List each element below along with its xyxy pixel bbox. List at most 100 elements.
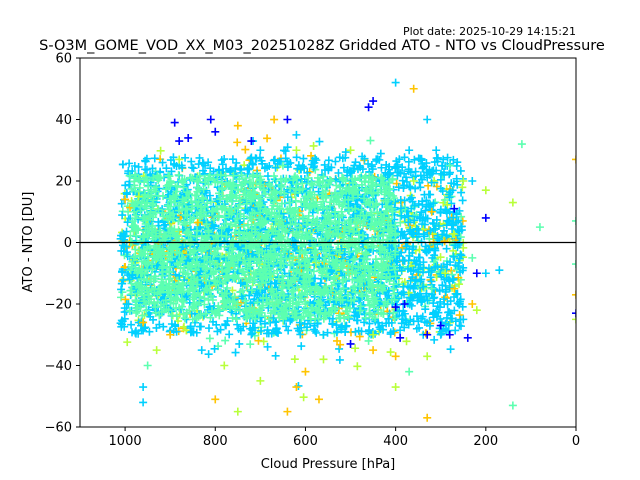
y-tick-label: 60 xyxy=(55,52,72,67)
data-point xyxy=(445,161,454,170)
data-point xyxy=(147,228,156,237)
data-point xyxy=(379,301,388,310)
data-point xyxy=(367,162,376,171)
data-point xyxy=(406,183,415,192)
data-point xyxy=(455,311,464,320)
data-point xyxy=(394,168,403,177)
data-point xyxy=(323,212,332,221)
data-point xyxy=(236,288,245,297)
data-point xyxy=(181,220,190,229)
data-point xyxy=(188,293,197,302)
data-point xyxy=(311,154,320,163)
data-point xyxy=(201,161,210,170)
data-point xyxy=(242,174,251,183)
data-point xyxy=(195,322,204,331)
data-point xyxy=(145,327,154,336)
data-point xyxy=(328,319,337,328)
data-point xyxy=(307,179,316,188)
data-point xyxy=(306,298,315,307)
data-point xyxy=(167,240,176,249)
data-point xyxy=(253,298,262,307)
data-point xyxy=(442,206,451,215)
data-point xyxy=(118,160,127,169)
data-point xyxy=(210,276,219,285)
plot-date-subtitle: Plot date: 2025-10-29 14:15:21 xyxy=(403,25,576,38)
data-point xyxy=(436,208,445,217)
data-point xyxy=(322,269,331,278)
data-point xyxy=(135,251,144,260)
data-point xyxy=(247,153,256,162)
data-point xyxy=(395,306,404,315)
data-point xyxy=(291,172,300,181)
data-point xyxy=(407,301,416,310)
data-point xyxy=(264,230,273,239)
data-point xyxy=(216,170,225,179)
data-point xyxy=(187,263,196,272)
data-point xyxy=(354,235,363,244)
data-point xyxy=(299,154,308,163)
data-point xyxy=(285,294,294,303)
data-point xyxy=(382,274,391,283)
data-point xyxy=(150,154,159,163)
data-point xyxy=(449,240,458,249)
data-point xyxy=(361,264,370,273)
data-point xyxy=(443,260,452,269)
data-point xyxy=(241,296,250,305)
data-point xyxy=(418,200,427,209)
data-point xyxy=(230,228,239,237)
data-point xyxy=(120,314,129,323)
data-point xyxy=(180,314,189,323)
data-point xyxy=(448,219,457,228)
data-point xyxy=(324,308,333,317)
data-point xyxy=(131,170,140,179)
data-point xyxy=(383,203,392,212)
data-point xyxy=(276,296,285,305)
data-point xyxy=(373,236,382,245)
data-point xyxy=(248,311,257,320)
data-point xyxy=(517,140,526,149)
data-point xyxy=(262,329,271,338)
data-point xyxy=(199,185,208,194)
data-point xyxy=(368,234,377,243)
data-point xyxy=(459,177,468,185)
data-point xyxy=(366,197,375,206)
data-point xyxy=(289,228,298,237)
data-point xyxy=(446,345,455,354)
data-point xyxy=(189,285,198,294)
data-point xyxy=(306,245,315,254)
data-point xyxy=(449,252,458,261)
data-point xyxy=(307,160,316,169)
data-point xyxy=(286,184,295,193)
data-point xyxy=(249,172,258,181)
data-point xyxy=(418,175,427,184)
data-point xyxy=(301,367,310,376)
data-point xyxy=(146,277,155,286)
data-point xyxy=(270,155,279,164)
data-point xyxy=(336,287,345,296)
data-point xyxy=(217,156,226,165)
data-point xyxy=(207,291,216,300)
data-point xyxy=(375,245,384,254)
data-point xyxy=(422,196,431,205)
data-point xyxy=(350,269,359,278)
data-point xyxy=(233,407,242,416)
data-point xyxy=(301,247,310,256)
data-point xyxy=(131,245,140,254)
data-point xyxy=(204,324,213,333)
data-point xyxy=(373,260,382,269)
data-point xyxy=(310,200,319,209)
data-point xyxy=(293,283,302,292)
data-point xyxy=(422,168,431,177)
data-point xyxy=(309,267,318,276)
data-point xyxy=(430,293,439,302)
data-point xyxy=(304,174,313,183)
x-axis: 1000 800 600 400 200 0 xyxy=(109,427,580,449)
data-point xyxy=(130,207,139,216)
data-point xyxy=(247,235,256,244)
data-point xyxy=(424,190,433,199)
data-point xyxy=(297,312,306,321)
data-point xyxy=(335,153,344,162)
data-point xyxy=(324,156,333,165)
data-point xyxy=(136,236,145,245)
data-point xyxy=(279,310,288,319)
